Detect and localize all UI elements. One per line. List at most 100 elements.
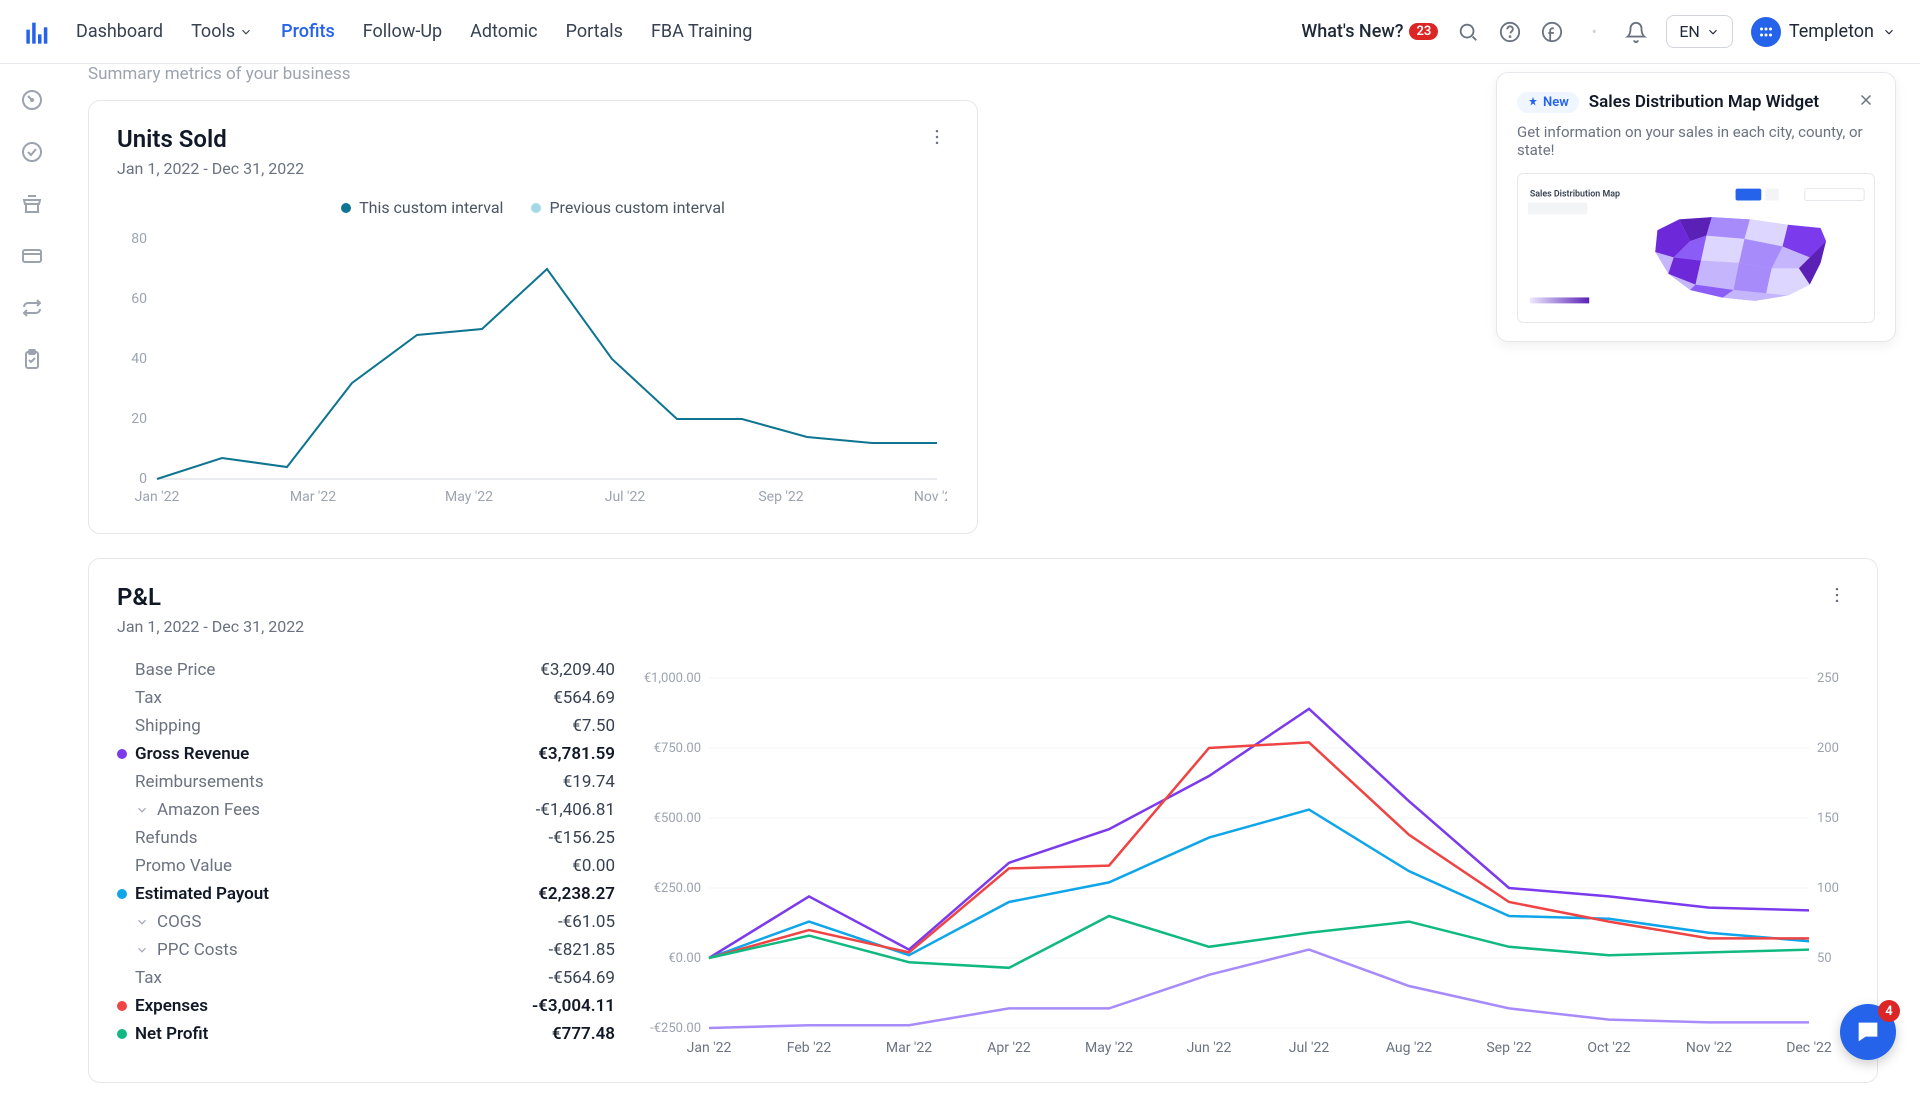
pnl-row: Promo Value€0.00 <box>117 852 615 880</box>
svg-text:100: 100 <box>1817 881 1839 896</box>
svg-text:Jan '22: Jan '22 <box>687 1040 732 1056</box>
pnl-row[interactable]: Amazon Fees-€1,406.81 <box>117 796 615 824</box>
nav-fba training[interactable]: FBA Training <box>651 21 752 42</box>
svg-text:Aug '22: Aug '22 <box>1386 1040 1432 1056</box>
nav-adtomic[interactable]: Adtomic <box>470 21 537 42</box>
clipboard-icon[interactable] <box>20 348 44 372</box>
pnl-range: Jan 1, 2022 - Dec 31, 2022 <box>117 617 304 636</box>
svg-text:Jul '22: Jul '22 <box>1289 1040 1330 1056</box>
pnl-table: Base Price€3,209.40Tax€564.69Shipping€7.… <box>117 656 615 1058</box>
dot-divider: • <box>1582 20 1606 44</box>
avatar-icon <box>1751 17 1781 47</box>
svg-text:20: 20 <box>131 411 147 427</box>
svg-text:May '22: May '22 <box>445 489 493 505</box>
svg-text:€1,000.00: €1,000.00 <box>644 671 701 686</box>
main-content: Summary metrics of your business Units S… <box>64 64 1920 1107</box>
pnl-row: Tax-€564.69 <box>117 964 615 992</box>
new-pill: New <box>1517 92 1579 113</box>
nav-tools[interactable]: Tools <box>191 21 253 42</box>
svg-text:50: 50 <box>1817 951 1832 966</box>
help-icon[interactable] <box>1498 20 1522 44</box>
chat-badge: 4 <box>1878 1000 1900 1022</box>
close-icon[interactable] <box>1857 91 1875 113</box>
pnl-chart: -€250.00 €0.00 €250.00 €500.00 €750.00 €1,000… <box>639 668 1849 1058</box>
pnl-row: Shipping€7.50 <box>117 712 615 740</box>
pnl-row: Base Price€3,209.40 <box>117 656 615 684</box>
svg-text:Sep '22: Sep '22 <box>1486 1040 1531 1056</box>
svg-text:Nov '22: Nov '22 <box>914 489 947 505</box>
pnl-card: P&L Jan 1, 2022 - Dec 31, 2022 Base Pric… <box>88 558 1878 1083</box>
svg-text:Sales Distribution Map: Sales Distribution Map <box>1530 190 1620 200</box>
svg-text:Jun '22: Jun '22 <box>1187 1040 1232 1056</box>
search-icon[interactable] <box>1456 20 1480 44</box>
callout-desc: Get information on your sales in each ci… <box>1517 123 1875 159</box>
language-selector[interactable]: EN <box>1666 15 1733 48</box>
bell-icon[interactable] <box>1624 20 1648 44</box>
card-menu-icon[interactable] <box>925 125 949 149</box>
nav-profits[interactable]: Profits <box>281 21 335 42</box>
side-rail <box>0 64 64 1107</box>
svg-text:Jul '22: Jul '22 <box>605 489 646 505</box>
pnl-title: P&L <box>117 583 304 611</box>
card-icon[interactable] <box>20 244 44 268</box>
pnl-row: Net Profit€777.48 <box>117 1020 615 1048</box>
svg-text:Mar '22: Mar '22 <box>290 489 336 505</box>
whats-new-badge: 23 <box>1409 23 1438 40</box>
loop-icon[interactable] <box>20 296 44 320</box>
svg-text:Feb '22: Feb '22 <box>787 1040 832 1056</box>
pnl-row: Refunds-€156.25 <box>117 824 615 852</box>
nav-portals[interactable]: Portals <box>566 21 623 42</box>
callout-preview: Sales Distribution Map <box>1517 173 1875 323</box>
svg-text:150: 150 <box>1817 811 1839 826</box>
units-sold-title: Units Sold <box>117 125 304 153</box>
svg-text:Apr '22: Apr '22 <box>987 1040 1031 1056</box>
whats-new-link[interactable]: What's New? 23 <box>1301 21 1438 42</box>
svg-text:May '22: May '22 <box>1085 1040 1133 1056</box>
svg-text:€250.00: €250.00 <box>654 881 701 896</box>
svg-text:Mar '22: Mar '22 <box>886 1040 932 1056</box>
units-sold-chart: 0 20 40 60 80 Jan '22 Mar '22 May '22 Jul '22 Sep… <box>117 229 949 509</box>
top-nav: Dashboard Tools Profits Follow-Up Adtomic Por… <box>76 21 752 42</box>
units-sold-range: Jan 1, 2022 - Dec 31, 2022 <box>117 159 304 178</box>
gauge-icon[interactable] <box>20 88 44 112</box>
chevron-down-icon <box>1882 25 1896 39</box>
topbar-right: What's New? 23 • EN Templeton <box>1301 15 1896 48</box>
svg-text:Sep '22: Sep '22 <box>758 489 803 505</box>
svg-text:€750.00: €750.00 <box>654 741 701 756</box>
facebook-icon[interactable] <box>1540 20 1564 44</box>
pnl-row[interactable]: PPC Costs-€821.85 <box>117 936 615 964</box>
nav-dashboard[interactable]: Dashboard <box>76 21 163 42</box>
nav-follow-up[interactable]: Follow-Up <box>363 21 442 42</box>
user-menu[interactable]: Templeton <box>1751 17 1896 47</box>
pnl-row: Expenses-€3,004.11 <box>117 992 615 1020</box>
svg-text:€0.00: €0.00 <box>668 951 701 966</box>
svg-text:-€250.00: -€250.00 <box>650 1021 701 1036</box>
svg-text:Jan '22: Jan '22 <box>135 489 180 505</box>
svg-text:€500.00: €500.00 <box>654 811 701 826</box>
pnl-row: Estimated Payout€2,238.27 <box>117 880 615 908</box>
card-menu-icon[interactable] <box>1825 583 1849 607</box>
svg-text:Nov '22: Nov '22 <box>1686 1040 1732 1056</box>
feature-callout: New Sales Distribution Map Widget Get in… <box>1496 72 1896 342</box>
svg-text:80: 80 <box>131 231 147 247</box>
svg-text:200: 200 <box>1817 741 1839 756</box>
callout-title: Sales Distribution Map Widget <box>1589 92 1819 112</box>
pnl-row: Gross Revenue€3,781.59 <box>117 740 615 768</box>
svg-text:60: 60 <box>131 291 147 307</box>
logo-icon <box>24 18 52 46</box>
check-circle-icon[interactable] <box>20 140 44 164</box>
user-name: Templeton <box>1789 21 1874 42</box>
store-icon[interactable] <box>20 192 44 216</box>
units-legend: This custom interval Previous custom int… <box>117 198 949 217</box>
svg-text:Dec '22: Dec '22 <box>1786 1040 1832 1056</box>
units-sold-card: Units Sold Jan 1, 2022 - Dec 31, 2022 Th… <box>88 100 978 534</box>
pnl-row: Tax€564.69 <box>117 684 615 712</box>
svg-text:Oct '22: Oct '22 <box>1587 1040 1630 1056</box>
topbar: Dashboard Tools Profits Follow-Up Adtomic Por… <box>0 0 1920 64</box>
pnl-row: Reimbursements€19.74 <box>117 768 615 796</box>
svg-text:0: 0 <box>139 471 147 487</box>
svg-text:250: 250 <box>1817 671 1839 686</box>
svg-text:40: 40 <box>131 351 147 367</box>
chat-button[interactable]: 4 <box>1840 1004 1896 1060</box>
pnl-row[interactable]: COGS-€61.05 <box>117 908 615 936</box>
